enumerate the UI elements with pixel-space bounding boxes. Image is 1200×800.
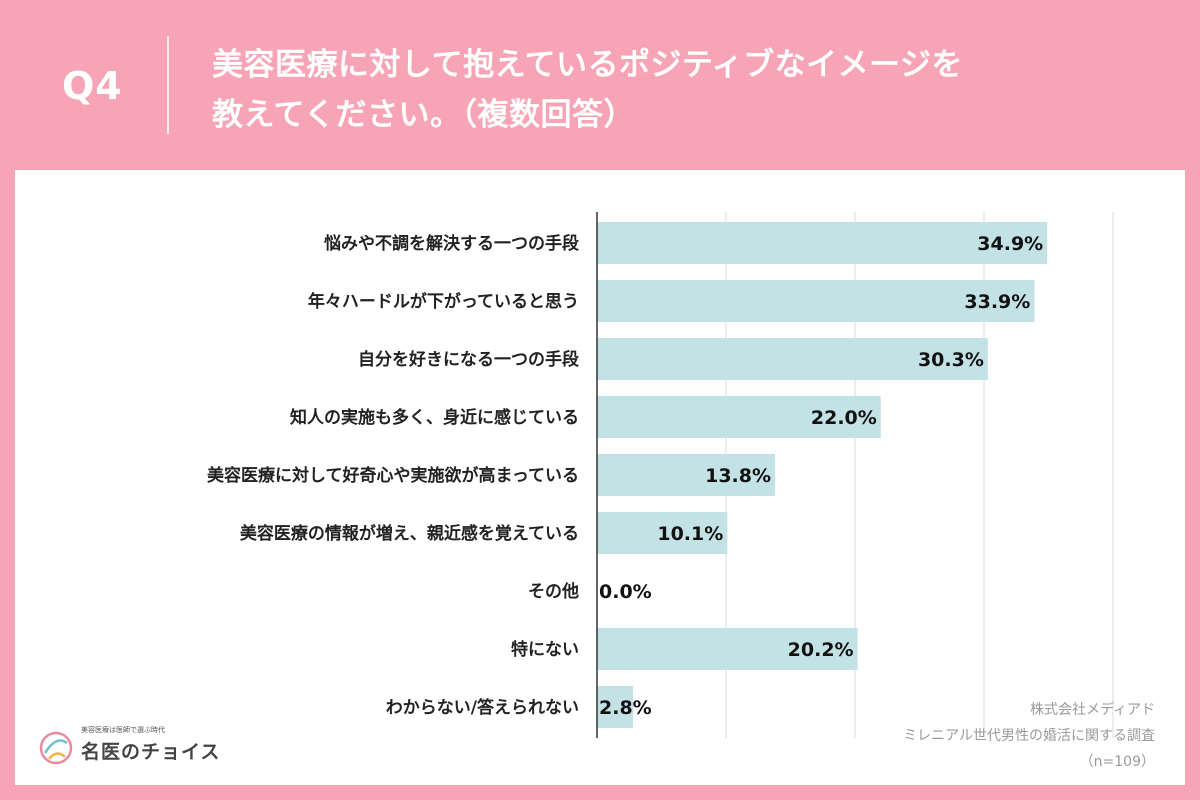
flower-logo-icon	[39, 731, 73, 765]
question-title-line2: 教えてください。（複数回答）	[212, 97, 636, 133]
value-label: 30.3%	[918, 349, 984, 371]
source-survey: ミレニアル世代男性の婚活に関する調査	[903, 728, 1155, 744]
bar	[597, 686, 634, 728]
chart-panel: 悩みや不調を解決する一つの手段 34.9% 年々ハードルが下がっていると思う 33.9…	[15, 170, 1185, 785]
bar	[597, 396, 881, 438]
value-label: 34.9%	[977, 233, 1043, 255]
header: Q4 美容医療に対して抱えているポジティブなイメージを 教えてください。（複数回…	[0, 0, 1200, 170]
brand-logo: 美容医療は医師で選ぶ時代 名医のチョイス	[33, 723, 223, 775]
header-divider	[167, 36, 169, 134]
source-company: 株式会社メディアド	[1029, 702, 1155, 718]
category-label: 自分を好きになる一つの手段	[358, 349, 579, 370]
category-label: 美容医療に対して好奇心や実施欲が高まっている	[207, 465, 579, 486]
bar-chart: 悩みや不調を解決する一つの手段 34.9% 年々ハードルが下がっていると思う 33.9…	[207, 212, 1114, 738]
bar	[597, 222, 1048, 264]
category-label: 年々ハードルが下がっていると思う	[308, 291, 579, 312]
value-label: 2.8%	[599, 697, 652, 719]
category-label: 特にない	[511, 639, 579, 660]
category-label: 知人の実施も多く、身近に感じている	[289, 407, 579, 428]
bar	[597, 454, 776, 496]
bar	[597, 512, 728, 554]
question-title-line1: 美容医療に対して抱えているポジティブなイメージを	[212, 47, 964, 83]
value-label: 0.0%	[599, 581, 652, 603]
category-label: 美容医療の情報が増え、親近感を覚えている	[240, 523, 579, 544]
source-note: 株式会社メディアド ミレニアル世代男性の婚活に関する調査 （n=109）	[903, 697, 1155, 775]
category-label: 悩みや不調を解決する一つの手段	[324, 233, 579, 254]
value-label: 20.2%	[788, 639, 854, 661]
question-title: 美容医療に対して抱えているポジティブなイメージを 教えてください。（複数回答）	[212, 40, 1172, 140]
brand-tagline: 美容医療は医師で選ぶ時代	[81, 726, 165, 734]
bar	[597, 628, 858, 670]
brand-name: 名医のチョイス	[81, 741, 221, 763]
value-label: 33.9%	[964, 291, 1030, 313]
category-label: わからない/答えられない	[386, 697, 579, 718]
value-label: 22.0%	[811, 407, 877, 429]
source-sample: （n=109）	[1079, 754, 1155, 770]
bar	[597, 280, 1035, 322]
question-number: Q4	[62, 64, 123, 108]
bar	[597, 338, 988, 380]
value-label: 10.1%	[657, 523, 723, 545]
value-label: 13.8%	[705, 465, 771, 487]
category-label: その他	[528, 581, 579, 602]
